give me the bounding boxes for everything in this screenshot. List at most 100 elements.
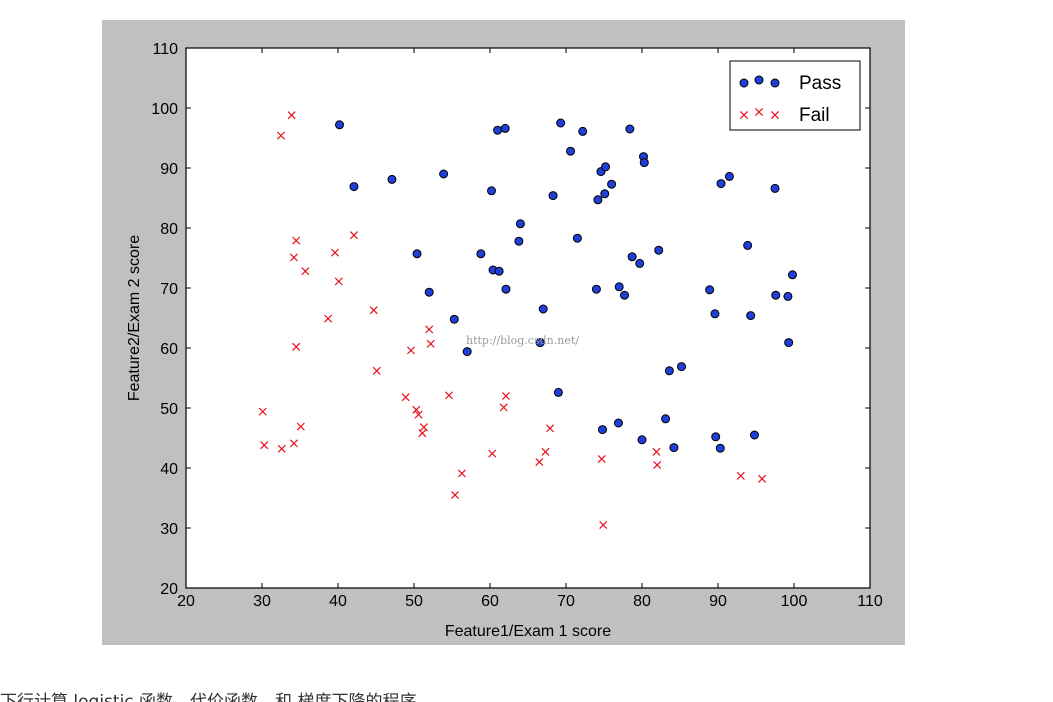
pass-point bbox=[739, 78, 749, 88]
fail-point bbox=[418, 429, 427, 438]
pass-point bbox=[500, 123, 510, 133]
fail-point bbox=[597, 454, 606, 464]
fail-point bbox=[652, 447, 661, 456]
pass-point bbox=[566, 146, 576, 156]
pass-point bbox=[716, 179, 726, 189]
pass-point bbox=[538, 304, 548, 314]
fail-point bbox=[653, 460, 662, 470]
data-points bbox=[258, 111, 797, 530]
pass-point bbox=[556, 118, 566, 128]
pass-point bbox=[335, 120, 345, 130]
fail-point bbox=[289, 439, 298, 448]
fail-point bbox=[426, 339, 435, 348]
pass-point bbox=[635, 258, 645, 268]
x-tick-label: 60 bbox=[481, 593, 499, 610]
y-tick-label: 20 bbox=[160, 581, 178, 598]
fail-point bbox=[372, 366, 381, 375]
x-tick-label: 70 bbox=[557, 593, 575, 610]
y-tick-label: 40 bbox=[160, 461, 178, 478]
fail-point bbox=[369, 306, 378, 315]
pass-point bbox=[553, 387, 563, 397]
y-tick-labels: 20 30 40 50 60 70 80 90 100 110 bbox=[151, 41, 178, 598]
pass-point bbox=[514, 236, 524, 246]
fail-point bbox=[296, 422, 305, 431]
plot-area bbox=[185, 47, 871, 589]
caption-text: 下行计算 logistic 函数、代价函数，和 梯度下降的程序。 bbox=[0, 692, 434, 702]
y-axis-label: Feature2/Exam 2 score bbox=[126, 235, 143, 401]
legend: Pass Fail bbox=[729, 60, 861, 131]
pass-point bbox=[462, 347, 472, 357]
y-tick-label: 30 bbox=[160, 521, 178, 538]
fail-point bbox=[541, 447, 550, 456]
fail-point bbox=[330, 248, 339, 257]
pass-point bbox=[591, 284, 601, 294]
fail-point bbox=[770, 110, 780, 120]
pass-point bbox=[749, 430, 759, 440]
pass-point bbox=[387, 174, 397, 184]
pass-point bbox=[746, 311, 756, 321]
legend-fail-marker bbox=[739, 107, 780, 120]
x-tick-label: 110 bbox=[857, 593, 883, 610]
x-axis-label: Feature1/Exam 1 score bbox=[445, 623, 611, 640]
legend-pass-marker bbox=[739, 75, 780, 88]
fail-point bbox=[501, 391, 510, 401]
pass-point bbox=[614, 282, 624, 292]
fail-point bbox=[401, 393, 410, 402]
y-tick-label: 80 bbox=[160, 221, 178, 238]
legend-box bbox=[729, 60, 861, 131]
pass-point bbox=[705, 285, 715, 295]
scatter-plot: 20 30 40 50 60 70 80 90 100 110 20 30 40 50 60 70 80 90 1… bbox=[126, 41, 883, 640]
pass-point bbox=[412, 249, 422, 259]
watermark: http://blog.csdn.net/ bbox=[466, 334, 579, 347]
pass-point bbox=[424, 287, 434, 297]
pass-point bbox=[572, 233, 582, 243]
pass-point bbox=[613, 418, 623, 428]
fail-point bbox=[334, 277, 343, 286]
legend-fail-label: Fail bbox=[799, 105, 830, 126]
fail-point bbox=[324, 314, 333, 323]
pass-point bbox=[625, 124, 635, 134]
fail-point bbox=[287, 111, 296, 120]
fail-point bbox=[419, 423, 428, 432]
pass-point bbox=[669, 443, 679, 453]
fail-point bbox=[260, 441, 269, 450]
x-tick-label: 80 bbox=[633, 593, 651, 610]
fail-point bbox=[258, 407, 267, 416]
fail-point bbox=[546, 424, 555, 433]
pass-point bbox=[724, 171, 734, 181]
pass-point bbox=[711, 432, 721, 442]
pass-point bbox=[637, 435, 647, 445]
chart-figure: 20 30 40 50 60 70 80 90 100 110 20 30 40 50 60 70 80 90 1… bbox=[102, 20, 905, 645]
legend-pass-label: Pass bbox=[799, 73, 841, 94]
x-tick-label: 30 bbox=[253, 593, 271, 610]
pass-point bbox=[501, 284, 511, 294]
pass-point bbox=[607, 179, 617, 189]
x-tick-label: 20 bbox=[177, 593, 195, 610]
y-tick-label: 70 bbox=[160, 281, 178, 298]
fail-point bbox=[414, 410, 423, 419]
pass-point bbox=[627, 252, 637, 262]
fail-point bbox=[758, 474, 767, 483]
fail-point bbox=[739, 110, 749, 120]
pass-point bbox=[578, 126, 588, 136]
pass-point bbox=[535, 338, 545, 348]
pass-point bbox=[770, 78, 780, 88]
fail-point bbox=[499, 403, 508, 412]
fail-point bbox=[406, 346, 415, 355]
pass-point bbox=[494, 266, 504, 276]
x-tick-label: 50 bbox=[405, 593, 423, 610]
fail-point bbox=[535, 457, 544, 467]
fail-point bbox=[444, 391, 453, 400]
pass-point bbox=[349, 182, 359, 192]
x-tick-label: 100 bbox=[781, 593, 808, 610]
x-tick-label: 90 bbox=[709, 593, 727, 610]
y-tick-label: 110 bbox=[152, 41, 178, 58]
pass-point bbox=[771, 290, 781, 300]
pass-point bbox=[515, 219, 525, 229]
fail-point bbox=[754, 107, 764, 117]
pass-point bbox=[487, 186, 497, 196]
y-tick-label: 90 bbox=[160, 161, 178, 178]
tick-marks bbox=[185, 47, 871, 589]
pass-point bbox=[743, 240, 753, 250]
fail-point bbox=[276, 131, 286, 140]
